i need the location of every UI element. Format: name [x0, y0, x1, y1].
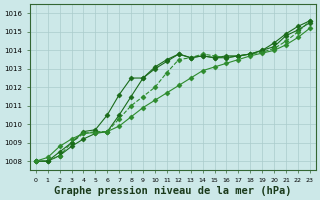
X-axis label: Graphe pression niveau de la mer (hPa): Graphe pression niveau de la mer (hPa): [54, 186, 292, 196]
